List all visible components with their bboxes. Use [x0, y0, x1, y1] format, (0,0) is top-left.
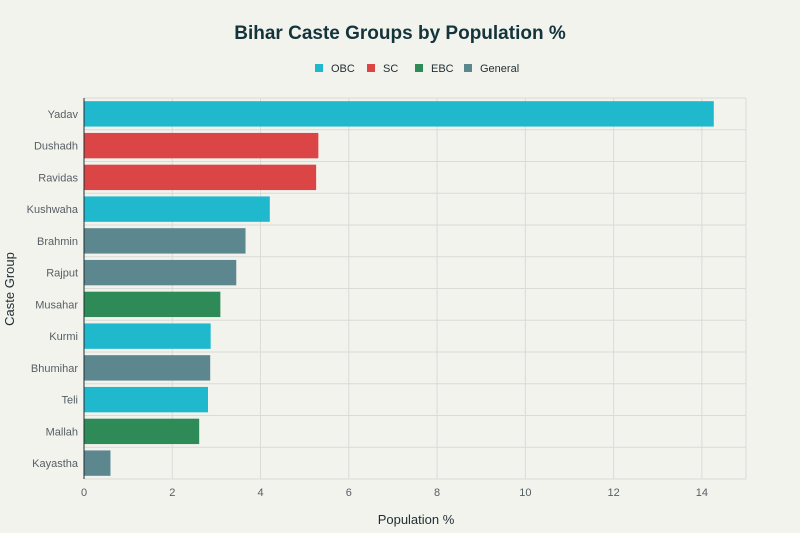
- y-tick-label: Bhumihar: [31, 363, 78, 375]
- x-tick-label: 14: [696, 487, 708, 499]
- bars: [84, 101, 714, 476]
- x-tick-label: 6: [346, 487, 352, 499]
- y-tick-label: Rajput: [46, 268, 78, 280]
- legend-label-sc[interactable]: SC: [383, 63, 398, 75]
- x-axis-title: Population %: [378, 512, 455, 527]
- bar-mallah[interactable]: [84, 418, 200, 445]
- legend-label-ebc[interactable]: EBC: [431, 63, 454, 75]
- bar-dushadh[interactable]: [84, 132, 319, 159]
- x-tick-label: 2: [169, 487, 175, 499]
- bar-brahmin[interactable]: [84, 228, 246, 254]
- y-tick-label: Kayastha: [32, 458, 79, 470]
- x-tick-label: 0: [81, 487, 87, 499]
- y-tick-label: Yadav: [48, 109, 79, 121]
- y-tick-label: Kurmi: [49, 331, 78, 343]
- x-axis-tick-labels: 0 2 4 6 8 10 12 14: [81, 487, 708, 499]
- gridlines: [84, 97, 747, 480]
- bar-kushwaha[interactable]: [84, 196, 270, 222]
- bar-ravidas[interactable]: [84, 164, 317, 191]
- y-tick-label: Dushadh: [34, 141, 78, 153]
- bar-rajput[interactable]: [84, 259, 237, 286]
- y-tick-label: Kushwaha: [27, 204, 79, 216]
- x-tick-label: 4: [257, 487, 263, 499]
- bar-yadav[interactable]: [84, 101, 714, 127]
- x-tick-label: 10: [519, 487, 531, 499]
- y-axis-title: Caste Group: [2, 252, 17, 326]
- legend-label-general[interactable]: General: [480, 63, 519, 75]
- y-tick-label: Ravidas: [38, 172, 78, 184]
- x-tick-label: 12: [607, 487, 619, 499]
- x-tick-label: 8: [434, 487, 440, 499]
- legend-swatch-sc[interactable]: [367, 64, 375, 72]
- legend: OBC SC EBC General: [315, 63, 519, 75]
- y-tick-label: Mallah: [46, 426, 78, 438]
- y-tick-label: Brahmin: [37, 236, 78, 248]
- legend-label-obc[interactable]: OBC: [331, 63, 355, 75]
- y-axis-tick-labels: Yadav Dushadh Ravidas Kushwaha Brahmin Rajput…: [27, 109, 79, 470]
- bar-teli[interactable]: [84, 386, 209, 413]
- bar-kurmi[interactable]: [84, 323, 211, 349]
- legend-swatch-ebc[interactable]: [415, 64, 423, 72]
- bar-musahar[interactable]: [84, 291, 221, 318]
- bar-kayastha[interactable]: [84, 450, 111, 476]
- legend-swatch-obc[interactable]: [315, 64, 323, 72]
- bar-bhumihar[interactable]: [84, 355, 211, 381]
- legend-swatch-general[interactable]: [464, 64, 472, 72]
- y-tick-label: Musahar: [35, 299, 78, 311]
- y-tick-label: Teli: [61, 395, 78, 407]
- chart-title: Bihar Caste Groups by Population %: [234, 23, 566, 44]
